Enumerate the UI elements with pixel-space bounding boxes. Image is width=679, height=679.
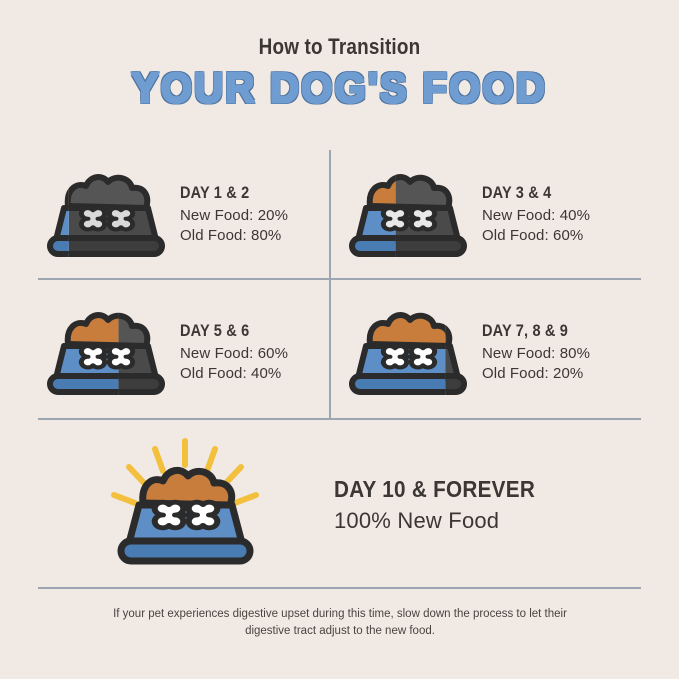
old-food-line: Old Food: 60% (482, 226, 584, 244)
hero-day-label: DAY 10 & FOREVER (334, 476, 536, 502)
divider-horizontal-lower (38, 418, 641, 420)
bone-emblem (78, 344, 136, 370)
step-card-day-5-6: DAY 5 & 6 New Food: 60% Old Food: 40% (40, 298, 330, 406)
day-label: DAY 7, 8 & 9 (482, 321, 569, 340)
day-label: DAY 1 & 2 (180, 183, 250, 202)
step-card-day-1-2: DAY 1 & 2 New Food: 20% Old Food: 80% (40, 160, 330, 268)
dog-bowl-icon (40, 306, 172, 398)
new-food-line: New Food: 60% (180, 344, 289, 362)
bone-emblem (380, 206, 438, 232)
day-label: DAY 5 & 6 (180, 321, 250, 340)
dog-bowl-icon (342, 306, 474, 398)
step-card-day-3-4: DAY 3 & 4 New Food: 40% Old Food: 60% (342, 160, 642, 268)
dog-bowl-icon (40, 168, 172, 260)
footnote-text: If your pet experiences digestive upset … (113, 608, 567, 637)
title-eyebrow: How to Transition (258, 34, 421, 59)
new-food-line: New Food: 80% (482, 344, 591, 362)
dog-bowl-shining-icon (40, 435, 330, 575)
divider-vertical-bottom (329, 280, 331, 418)
page-title: YOUR DOG'S FOOD (130, 63, 548, 113)
new-food-line: New Food: 20% (180, 206, 289, 224)
dog-bowl-icon (342, 168, 474, 260)
bone-emblem (151, 499, 221, 531)
step-card-day-7-8-9: DAY 7, 8 & 9 New Food: 80% Old Food: 20% (342, 298, 642, 406)
header: How to Transition YOUR DOG'S FOOD (0, 34, 679, 113)
old-food-line: Old Food: 80% (180, 226, 282, 244)
sunburst-rays (111, 438, 259, 506)
step-text: DAY 7, 8 & 9 New Food: 80% Old Food: 20% (474, 321, 590, 384)
day-label: DAY 3 & 4 (482, 183, 552, 202)
old-food-line: Old Food: 40% (180, 364, 282, 382)
hero-card-day-10: DAY 10 & FOREVER 100% New Food (40, 430, 640, 580)
bone-emblem (380, 344, 438, 370)
bone-emblem (78, 206, 136, 232)
step-text: DAY 3 & 4 New Food: 40% Old Food: 60% (474, 183, 590, 246)
divider-vertical-top (329, 150, 331, 278)
divider-horizontal-middle (38, 278, 641, 280)
old-food-line: Old Food: 20% (482, 364, 584, 382)
hero-text: DAY 10 & FOREVER 100% New Food (330, 475, 557, 535)
hero-subtitle: 100% New Food (334, 508, 500, 533)
step-text: DAY 1 & 2 New Food: 20% Old Food: 80% (172, 183, 288, 246)
divider-horizontal-footer (38, 587, 641, 589)
step-text: DAY 5 & 6 New Food: 60% Old Food: 40% (172, 321, 288, 384)
new-food-line: New Food: 40% (482, 206, 591, 224)
